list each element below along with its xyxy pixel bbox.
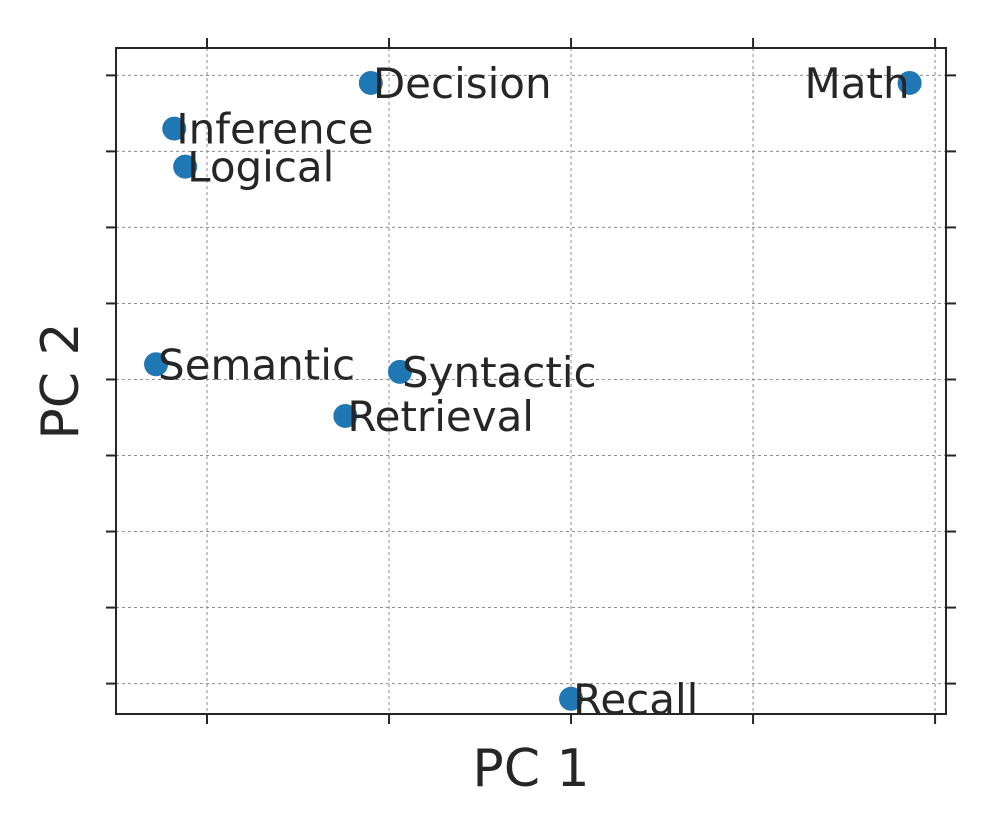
point-label: Decision: [373, 59, 552, 108]
data-points: [144, 70, 922, 711]
point-label: Semantic: [158, 340, 355, 389]
grid-lines: [116, 48, 946, 714]
data-point: [144, 352, 169, 377]
data-point: [897, 70, 922, 95]
point-label: Logical: [187, 143, 334, 192]
point-label: Retrieval: [347, 392, 534, 441]
point-label: Inference: [176, 105, 373, 154]
axis-ticks: [106, 38, 956, 724]
data-point: [333, 403, 358, 428]
data-point: [358, 70, 383, 95]
y-axis-label: PC 2: [31, 322, 91, 439]
point-label: Syntactic: [402, 348, 597, 397]
data-point: [173, 154, 198, 179]
data-point: [387, 359, 412, 384]
x-axis-label: PC 1: [472, 739, 589, 799]
point-label: Recall: [573, 675, 698, 724]
point-label: Math: [805, 59, 910, 108]
plot-frame: [115, 47, 947, 715]
data-point: [559, 686, 584, 711]
data-point: [162, 116, 187, 141]
